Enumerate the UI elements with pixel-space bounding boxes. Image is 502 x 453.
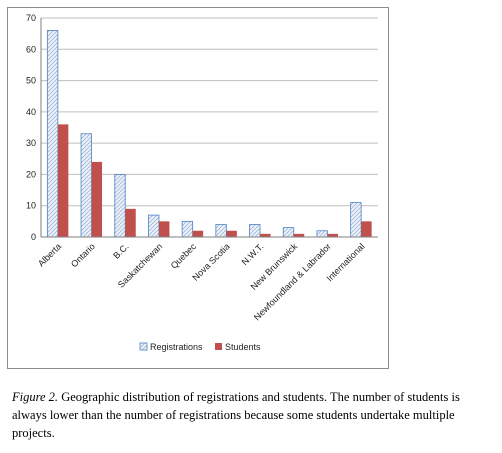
bar-students <box>361 221 372 237</box>
bar-registrations <box>80 133 92 238</box>
bar-registrations <box>46 30 59 238</box>
bar-students <box>260 233 271 237</box>
y-tick-label: 70 <box>26 13 36 23</box>
y-tick-label: 60 <box>26 44 36 54</box>
y-tick-label: 20 <box>26 169 36 179</box>
y-tick-label: 0 <box>31 232 36 242</box>
bar-registrations <box>249 224 261 238</box>
x-tick-label: B.C. <box>111 241 130 260</box>
bar-students <box>327 233 338 237</box>
legend-swatch-students <box>215 343 222 350</box>
bar-students <box>226 230 237 237</box>
bar-students <box>158 221 170 237</box>
figure-caption: Figure 2. Geographic distribution of reg… <box>12 388 496 442</box>
y-tick-label: 50 <box>26 76 36 86</box>
legend-label: Students <box>225 342 261 352</box>
x-tick-label: N.W.T. <box>240 241 266 267</box>
chart-frame: 0 10 20 30 40 50 60 70 Alberta Ontario B.C. Saskatc… <box>7 7 389 369</box>
bar-students <box>91 161 103 237</box>
bar-registrations <box>215 224 227 238</box>
bar-registrations <box>282 227 295 238</box>
bar-students <box>57 124 69 237</box>
bar-registrations <box>181 220 194 238</box>
caption-label: Figure 2. <box>12 390 59 404</box>
y-tick-label: 40 <box>26 107 36 117</box>
bar-students <box>125 208 136 237</box>
x-tick-label: Ontario <box>69 241 97 269</box>
x-tick-label: Quebec <box>169 241 199 271</box>
y-tick-label: 10 <box>26 201 36 211</box>
y-tick-label: 30 <box>26 138 36 148</box>
legend-label: Registrations <box>150 342 203 352</box>
bar-registrations <box>350 202 362 238</box>
x-tick-label: Alberta <box>36 241 63 268</box>
bar-registrations <box>148 214 160 238</box>
bar-registrations <box>114 174 126 238</box>
bar-students <box>192 230 204 237</box>
caption-text: Geographic distribution of registrations… <box>12 390 460 440</box>
bar-students <box>293 233 305 237</box>
bar-registrations <box>316 230 328 238</box>
legend-swatch-registrations <box>139 342 148 351</box>
